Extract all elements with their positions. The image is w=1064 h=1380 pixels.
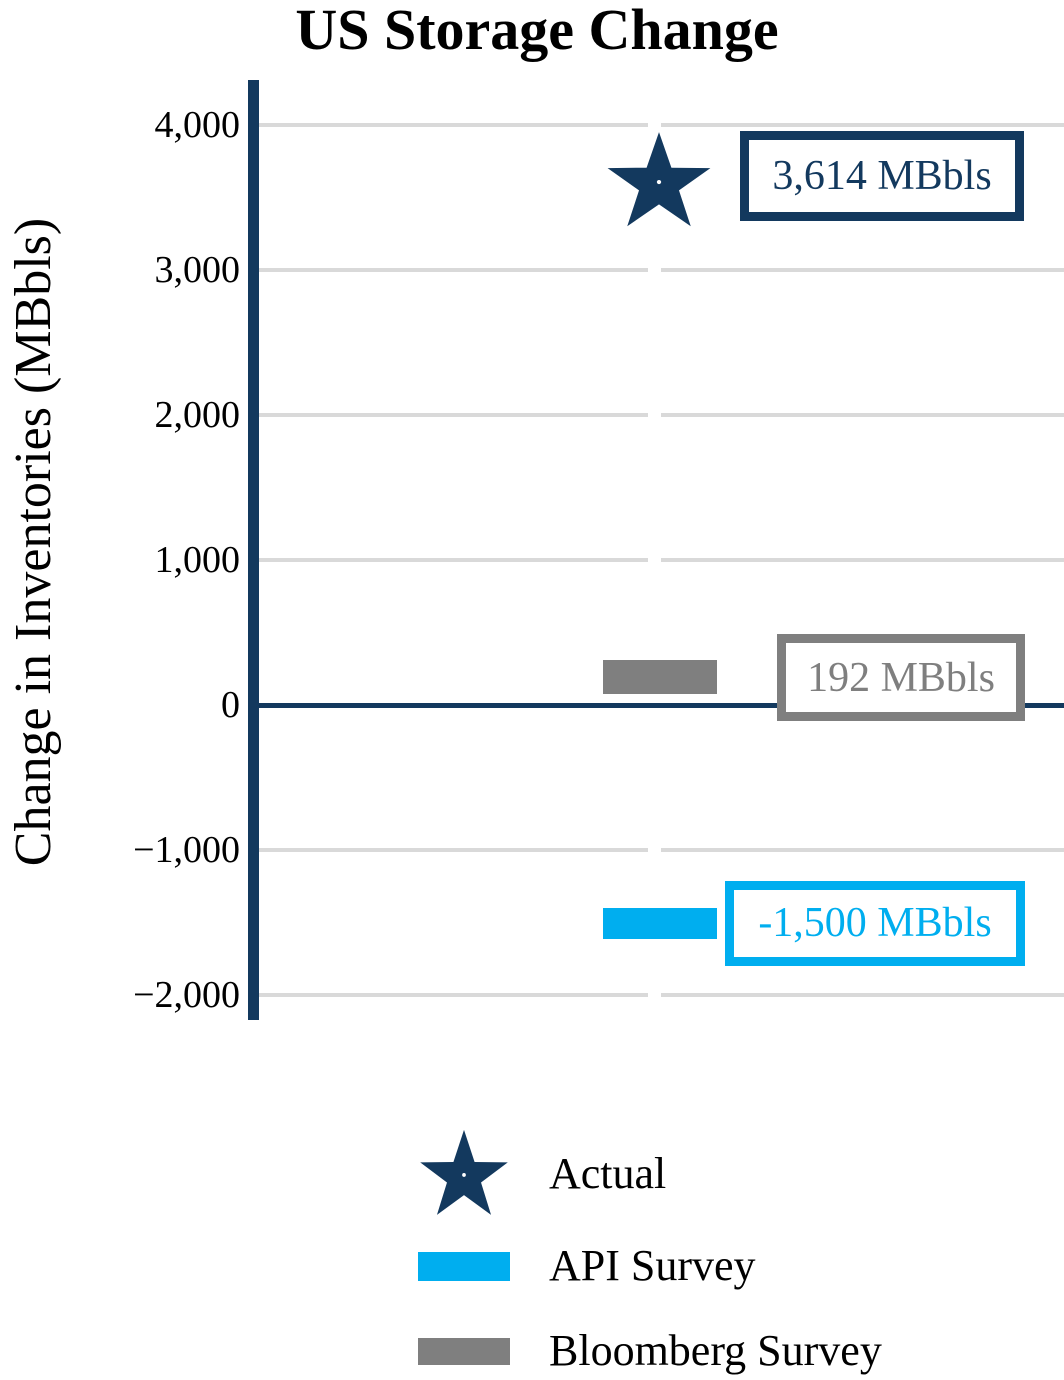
api-value-label: -1,500 MBbls <box>758 900 992 946</box>
legend: Actual API Survey Bloomberg Survey <box>418 1127 882 1380</box>
chart-title: US Storage Change <box>295 0 779 62</box>
y-tick-label: 2,000 <box>154 394 241 436</box>
star-icon <box>607 132 711 227</box>
actual-value-box: 3,614 MBbls <box>740 130 1024 221</box>
gridline <box>259 413 1064 417</box>
gridline <box>259 993 1064 997</box>
legend-label: Bloomberg Survey <box>549 1326 882 1375</box>
star-icon <box>420 1129 508 1215</box>
legend-item-api-survey: API Survey <box>418 1236 882 1296</box>
bloomberg-value-label: 192 MBbls <box>807 654 995 701</box>
y-tick-label: 1,000 <box>154 539 241 581</box>
legend-item-bloomberg-survey: Bloomberg Survey <box>418 1321 882 1380</box>
gridline <box>259 123 1064 127</box>
gridline <box>259 268 1064 272</box>
bar-swatch-fill <box>418 1337 510 1365</box>
legend-bar-swatch <box>418 1251 510 1281</box>
y-tick-label: 4,000 <box>154 104 241 146</box>
y-axis-line <box>248 80 259 1020</box>
actual-value-label: 3,614 MBbls <box>772 152 992 199</box>
actual-star-marker <box>605 129 713 233</box>
gridline <box>259 848 1064 852</box>
legend-star-icon <box>418 1127 510 1221</box>
gridline <box>259 558 1064 562</box>
api-value-box: -1,500 MBbls <box>725 880 1025 966</box>
legend-label: Actual <box>549 1149 667 1198</box>
plot-area: 3,614 MBbls 192 MBbls -1,500 MBbls <box>248 80 1064 1020</box>
api-survey-bar <box>603 907 717 939</box>
y-tick-label: −1,000 <box>133 829 240 871</box>
y-tick-label: −2,000 <box>133 974 240 1016</box>
legend-bar-swatch <box>418 1337 510 1365</box>
bloomberg-value-box: 192 MBbls <box>777 634 1025 722</box>
bar-swatch-fill <box>418 1251 510 1281</box>
bloomberg-survey-bar <box>603 660 717 695</box>
grid-tick-gap <box>648 80 661 1020</box>
y-tick-label: 0 <box>221 684 240 726</box>
y-tick-label: 3,000 <box>154 249 241 291</box>
zero-baseline <box>259 703 1064 708</box>
legend-label: API Survey <box>549 1241 756 1290</box>
legend-item-actual: Actual <box>418 1127 882 1221</box>
